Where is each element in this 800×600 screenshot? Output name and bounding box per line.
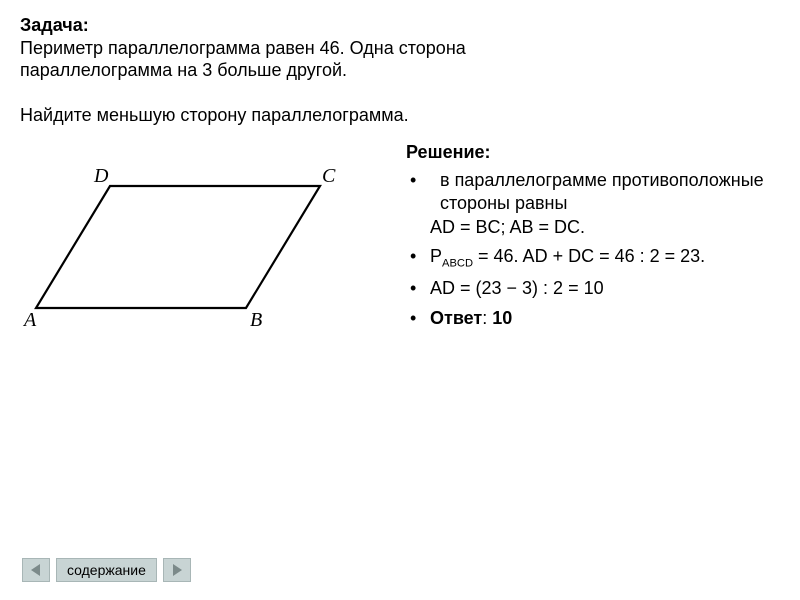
problem-block: Задача: Периметр параллелограмма равен 4… — [20, 14, 780, 126]
svg-text:D: D — [93, 165, 109, 187]
solution-step-1a: в параллелограмме противоположные сторон… — [430, 169, 780, 216]
next-button[interactable] — [163, 558, 191, 582]
answer-value: 10 — [492, 308, 512, 328]
solution-step-1b: AD = BC; AB = DC. — [430, 217, 585, 237]
figure-parallelogram: A B C D — [20, 142, 400, 330]
arrow-left-icon — [29, 563, 43, 577]
task-question: Найдите меньшую сторону параллелограмма. — [20, 104, 780, 127]
task-label: Задача: — [20, 15, 89, 35]
solution-block: Решение: в параллелограмме противоположн… — [400, 142, 780, 336]
svg-text:B: B — [250, 309, 262, 330]
arrow-right-icon — [170, 563, 184, 577]
task-text-line-1: Периметр параллелограмма равен 46. Одна … — [20, 37, 780, 60]
svg-text:A: A — [22, 309, 37, 330]
svg-text:C: C — [322, 165, 336, 187]
perimeter-subscript: ABCD — [442, 258, 473, 270]
answer-sep: : — [482, 308, 492, 328]
solution-answer: Ответ: 10 — [406, 307, 780, 330]
toc-label: содержание — [67, 562, 146, 578]
navigation-bar: содержание — [22, 558, 191, 582]
solution-step-2-rest: = 46. AD + DC = 46 : 2 = 23. — [473, 246, 705, 266]
prev-button[interactable] — [22, 558, 50, 582]
toc-button[interactable]: содержание — [56, 558, 157, 582]
task-text-line-2: параллелограмма на 3 больше другой. — [20, 59, 780, 82]
solution-step-1: в параллелограмме противоположные сторон… — [406, 169, 780, 239]
answer-label: Ответ — [430, 308, 482, 328]
solution-step-2: PABCD = 46. AD + DC = 46 : 2 = 23. — [406, 245, 780, 271]
perimeter-symbol: P — [430, 246, 442, 266]
solution-heading: Решение: — [406, 142, 780, 163]
solution-step-3: AD = (23 − 3) : 2 = 10 — [406, 277, 780, 300]
